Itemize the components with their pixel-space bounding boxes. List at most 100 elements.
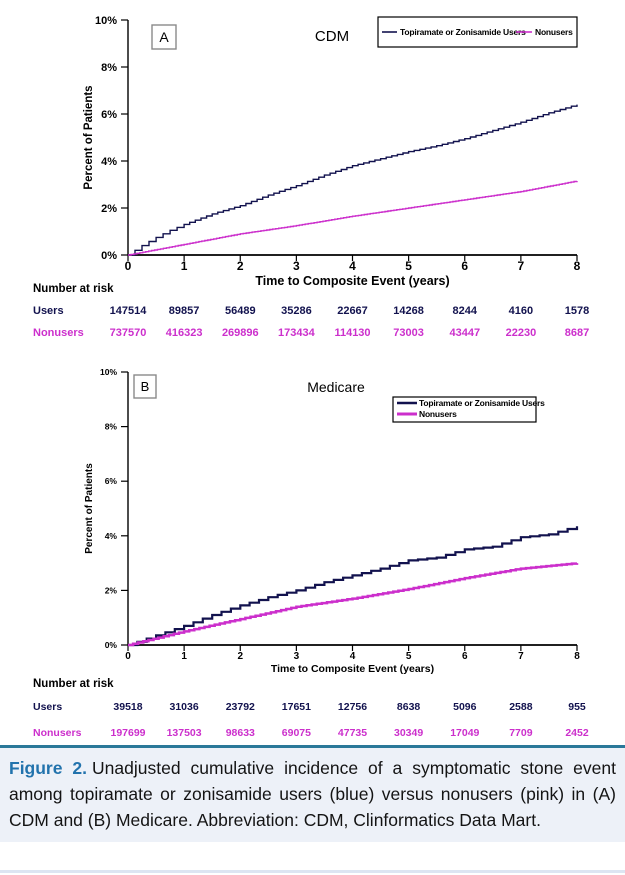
risk-count: 147514 <box>109 305 147 317</box>
x-tick-label: 8 <box>574 651 580 662</box>
x-tick-label: 8 <box>574 259 581 273</box>
panel-letter-box <box>151 24 177 50</box>
x-tick-label: 1 <box>181 651 187 662</box>
risk-row-label: Nonusers <box>33 327 84 339</box>
risk-count: 39518 <box>113 701 143 713</box>
risk-count: 14268 <box>393 305 424 317</box>
y-tick-label: 6% <box>101 109 117 121</box>
number-at-risk-row-nonusers: Nonusers 737570 416323 269896 173434 114130 73… <box>0 327 625 341</box>
figure-caption-body: Unadjusted cumulative incidence of a sym… <box>9 758 616 830</box>
figure-caption-block: Figure 2. Unadjusted cumulative incidence… <box>0 745 625 842</box>
risk-count: 89857 <box>168 305 200 317</box>
y-tick-label: 10% <box>95 15 117 27</box>
series-line-nonusers <box>128 180 578 256</box>
legend-entry-label: Topiramate or Zonisamide Users <box>419 398 545 408</box>
risk-count: 22230 <box>505 327 537 339</box>
panel-title: CDM <box>315 28 349 45</box>
risk-count: 69075 <box>281 727 311 739</box>
legend: Topiramate or Zonisamide Users Nonusers <box>377 16 578 48</box>
risk-count: 137503 <box>166 727 202 739</box>
number-at-risk-heading: Number at risk <box>33 283 114 295</box>
y-tick-label: 0% <box>105 640 118 650</box>
risk-count: 2588 <box>509 701 533 713</box>
risk-count: 31036 <box>169 701 199 713</box>
legend-box <box>377 16 578 48</box>
number-at-risk-heading: Number at risk <box>33 678 114 690</box>
number-at-risk-row-users: Users 39518 31036 23792 17651 12756 8638 5096 25… <box>0 701 625 715</box>
number-at-risk-row-nonusers: Nonusers 197699 137503 98633 69075 47735 30349… <box>0 727 625 741</box>
axes <box>121 19 578 261</box>
y-axis-title: Percent of Patients <box>84 463 95 554</box>
panel-letter-box <box>133 374 157 399</box>
risk-count: 955 <box>568 701 586 713</box>
x-tick-label: 6 <box>462 651 468 662</box>
legend-entry-label: Nonusers <box>535 27 573 37</box>
risk-count: 173434 <box>278 327 315 339</box>
x-tick-label: 3 <box>294 651 300 662</box>
x-tick-label: 5 <box>405 259 412 273</box>
risk-count: 8638 <box>396 701 421 713</box>
x-tick-label: 5 <box>406 651 412 662</box>
panel-b-number-at-risk-table: Number at risk Users 39518 31036 23792 17651… <box>0 678 625 741</box>
risk-count: 23792 <box>225 701 255 713</box>
axes <box>121 371 578 651</box>
risk-row-label: Users <box>33 701 63 713</box>
x-tick-label: 7 <box>518 259 525 273</box>
legend-box <box>392 396 537 423</box>
x-tick-label: 2 <box>237 651 243 662</box>
y-axis-title: Percent of Patients <box>83 85 95 189</box>
y-tick-label: 8% <box>101 62 117 74</box>
panel-letter: B <box>141 379 150 394</box>
risk-count: 7709 <box>509 727 533 739</box>
risk-count: 12756 <box>337 701 368 713</box>
x-axis-title: Time to Composite Event (years) <box>271 663 434 675</box>
risk-count: 56489 <box>225 305 256 317</box>
x-tick-label: 4 <box>350 651 356 662</box>
risk-count: 269896 <box>221 327 259 339</box>
risk-count: 22667 <box>337 305 368 317</box>
risk-count: 4160 <box>508 305 534 317</box>
risk-count: 30349 <box>393 727 424 739</box>
risk-count: 416323 <box>165 327 203 339</box>
x-tick-label: 0 <box>125 651 131 662</box>
legend-entry-label: Topiramate or Zonisamide Users <box>400 27 526 37</box>
risk-row-label: Users <box>33 305 64 317</box>
panel-letter: A <box>159 29 169 45</box>
risk-count: 8244 <box>452 305 478 317</box>
x-axis-title: Time to Composite Event (years) <box>255 274 449 288</box>
series-line-nonusers <box>128 562 579 647</box>
bottom-accent-strip <box>0 870 625 873</box>
y-tick-label: 2% <box>101 203 117 215</box>
risk-count: 98633 <box>225 727 255 739</box>
y-tick-label: 6% <box>105 476 118 486</box>
risk-count: 197699 <box>110 727 146 739</box>
y-tick-label: 10% <box>100 367 117 377</box>
risk-count: 35286 <box>281 305 312 317</box>
panel-b-chart: 0 1 2 3 4 5 6 7 8 0% 2% 4% 6% 8% 10% Percent of Patient… <box>84 367 580 675</box>
risk-count: 1578 <box>564 305 590 317</box>
risk-row-label: Nonusers <box>33 727 82 739</box>
risk-count: 5096 <box>453 701 477 713</box>
series-line-users <box>128 104 578 256</box>
risk-count: 43447 <box>449 327 481 339</box>
risk-count: 73003 <box>393 327 424 339</box>
panel-a-chart: 0 1 2 3 4 5 6 7 8 0% 2% 4% 6% 8% 10% Percent of Patient… <box>83 15 581 288</box>
x-tick-label: 3 <box>293 259 300 273</box>
x-tick-label: 4 <box>349 259 356 273</box>
x-tick-label: 7 <box>518 651 524 662</box>
y-tick-label: 4% <box>101 156 117 168</box>
risk-count: 8687 <box>564 327 590 339</box>
y-tick-label: 8% <box>105 422 118 432</box>
x-tick-label: 1 <box>181 259 188 273</box>
y-tick-label: 0% <box>101 250 117 262</box>
figure-caption-paragraph: Figure 2. Unadjusted cumulative incidence… <box>9 755 616 833</box>
number-at-risk-row-users: Users 147514 89857 56489 35286 22667 14268 8244… <box>0 305 625 319</box>
y-tick-label: 2% <box>105 585 118 595</box>
risk-count: 17049 <box>450 727 480 739</box>
risk-count: 47735 <box>337 727 368 739</box>
figure-label: Figure 2. <box>9 758 88 778</box>
risk-count: 737570 <box>109 327 147 339</box>
risk-count: 114130 <box>334 327 371 339</box>
